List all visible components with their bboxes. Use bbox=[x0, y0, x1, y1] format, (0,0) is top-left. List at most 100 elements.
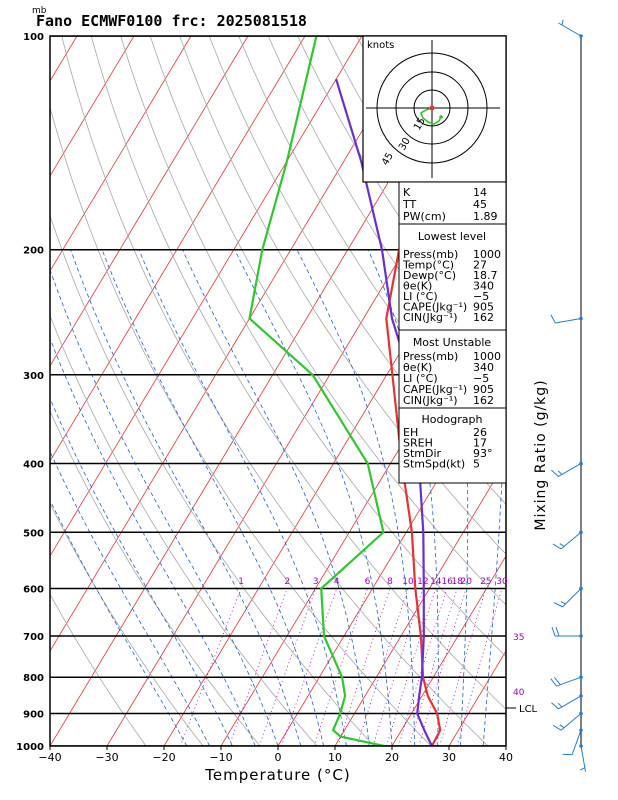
hodograph_table-value: 5 bbox=[473, 458, 480, 471]
dry-adiabat bbox=[90, 36, 506, 710]
isotherm-line bbox=[50, 36, 306, 462]
adiabat-label-35: 35 bbox=[513, 633, 524, 643]
hodograph-storm-marker bbox=[429, 105, 435, 111]
hodograph-end-marker bbox=[439, 115, 443, 119]
lowest_level-label: CIN(Jkg⁻¹) bbox=[403, 311, 458, 324]
stats-table-frame bbox=[398, 181, 507, 484]
pressure-tick-label: 400 bbox=[23, 459, 44, 470]
lowest-level-header: Lowest level bbox=[418, 230, 486, 243]
dry-adiabat bbox=[50, 314, 318, 746]
wind-barb-flag bbox=[554, 676, 561, 686]
hodograph-inset: knots 15 30 45 bbox=[362, 35, 507, 183]
wind-barb-flag bbox=[551, 626, 556, 637]
hodograph_table-value: 17 bbox=[473, 437, 487, 450]
lowest_level-label: Dewp(°C) bbox=[403, 269, 456, 282]
lowest_level-value: 18.7 bbox=[473, 269, 498, 282]
pressure-tick-label: 1000 bbox=[16, 742, 44, 753]
wind-barb-half bbox=[559, 543, 565, 547]
most_unstable-value: 340 bbox=[473, 361, 494, 374]
wind-barb-staff bbox=[558, 22, 582, 37]
most_unstable-value: 905 bbox=[473, 383, 494, 396]
mixing-ratio-label: 16 bbox=[441, 577, 453, 587]
pressure-tick-label: 800 bbox=[23, 673, 44, 684]
lowest_level-label: CAPE(Jkg⁻¹) bbox=[403, 301, 467, 314]
lcl-label: LCL bbox=[519, 704, 538, 715]
temperature-tick-label: 10 bbox=[328, 751, 342, 764]
dry-adiabat bbox=[238, 36, 506, 456]
isotherm-line bbox=[391, 555, 506, 746]
moist-adiabat bbox=[50, 450, 210, 746]
wind-barb-flag bbox=[553, 602, 563, 608]
wind-barb-staff bbox=[555, 318, 582, 324]
wind-barb-half bbox=[560, 601, 566, 605]
hodograph_table-label: StmDir bbox=[403, 447, 442, 460]
mixing-ratio-label: 25 bbox=[480, 577, 491, 587]
wind-barb-staff bbox=[558, 463, 582, 477]
most_unstable-label: CAPE(Jkg⁻¹) bbox=[403, 383, 467, 396]
mixing-ratio-label: 8 bbox=[387, 577, 393, 587]
wind-barb-flag bbox=[551, 702, 559, 710]
temperature-tick-label: 40 bbox=[499, 751, 513, 764]
mixing-ratio-label: 1 bbox=[238, 577, 244, 587]
idx-k-label: K bbox=[403, 186, 411, 199]
most_unstable-value: 1000 bbox=[473, 350, 501, 363]
wind-barb-staff bbox=[556, 676, 582, 687]
moist-adiabat bbox=[101, 249, 324, 746]
wind-barb-flag bbox=[552, 543, 562, 550]
most_unstable-label: θe(K) bbox=[403, 361, 432, 374]
lowest_level-label: θe(K) bbox=[403, 280, 432, 293]
most_unstable-value: 162 bbox=[473, 394, 494, 407]
temperature-tick-label: −10 bbox=[209, 751, 232, 764]
hodograph-rows: EH 26 SREH 17 StmDir 93° StmSpd(kt) 5 bbox=[403, 426, 493, 471]
hodograph_table-label: EH bbox=[403, 426, 418, 439]
wind-barb-flag bbox=[555, 626, 560, 637]
hodograph-trace bbox=[420, 107, 442, 125]
isotherm-line bbox=[50, 36, 135, 177]
profile-temperature bbox=[385, 36, 455, 746]
lowest-level-rows: Press(mb) 1000 Temp(°C) 27 Dewp(°C) 18.7 θe(K)… bbox=[402, 248, 501, 324]
moist-adiabat bbox=[50, 397, 233, 746]
plot-area bbox=[50, 36, 506, 746]
mixing-ratio-label: 10 bbox=[402, 577, 414, 587]
temperature-tick-label: 20 bbox=[385, 751, 399, 764]
isotherm-line bbox=[50, 36, 249, 367]
adiabat-label-40: 40 bbox=[513, 688, 525, 698]
most_unstable-label: CIN(Jkg⁻¹) bbox=[403, 394, 458, 407]
pressure-tick-label: 600 bbox=[23, 584, 44, 595]
dry-adiabat bbox=[50, 214, 375, 746]
mixing-ratio-label: 14 bbox=[430, 577, 442, 587]
wind-barb-half bbox=[559, 724, 565, 729]
isotherm-line bbox=[334, 460, 506, 746]
lowest_level-value: −5 bbox=[473, 290, 489, 303]
mixing-ratio-label: 12 bbox=[417, 577, 428, 587]
idx-tt-label: TT bbox=[402, 198, 417, 211]
pressure-axis: 100 200 300 400 500 600 700 800 900 1000 bbox=[16, 32, 44, 753]
hodograph-frame bbox=[362, 35, 507, 183]
most_unstable-label: LI (°C) bbox=[403, 372, 438, 385]
moist-adiabat bbox=[234, 249, 393, 746]
wind-barb-half bbox=[561, 19, 564, 26]
dry-adiabat bbox=[149, 36, 506, 606]
hodograph_table-value: 26 bbox=[473, 426, 487, 439]
hodograph-table-header: Hodograph bbox=[422, 413, 483, 426]
pressure-tick-label: 900 bbox=[23, 710, 44, 721]
hodograph_table-label: SREH bbox=[403, 437, 433, 450]
isotherm-line bbox=[50, 36, 192, 272]
wind-barb-staff bbox=[558, 695, 582, 710]
pressure-tick-label: 100 bbox=[23, 32, 44, 43]
pressure-tick-label: 300 bbox=[23, 371, 44, 382]
lowest_level-value: 162 bbox=[473, 311, 494, 324]
temperature-tick-label: −20 bbox=[152, 751, 175, 764]
hodograph_table-value: 93° bbox=[473, 447, 493, 460]
pressure-tick-label: 500 bbox=[23, 528, 44, 539]
mixing-ratio-label: 18 bbox=[451, 577, 463, 587]
temperature-tick-label: −40 bbox=[38, 751, 61, 764]
mixing-ratio-label: 3 bbox=[313, 577, 319, 587]
pressure-tick-label: 200 bbox=[23, 246, 44, 257]
temperature-tick-label: 30 bbox=[442, 751, 456, 764]
lowest_level-label: Temp(°C) bbox=[402, 259, 454, 272]
dry-adiabat-lines bbox=[50, 36, 506, 746]
profile-parcel bbox=[335, 78, 433, 746]
mixing-ratio-label: 6 bbox=[365, 577, 371, 587]
